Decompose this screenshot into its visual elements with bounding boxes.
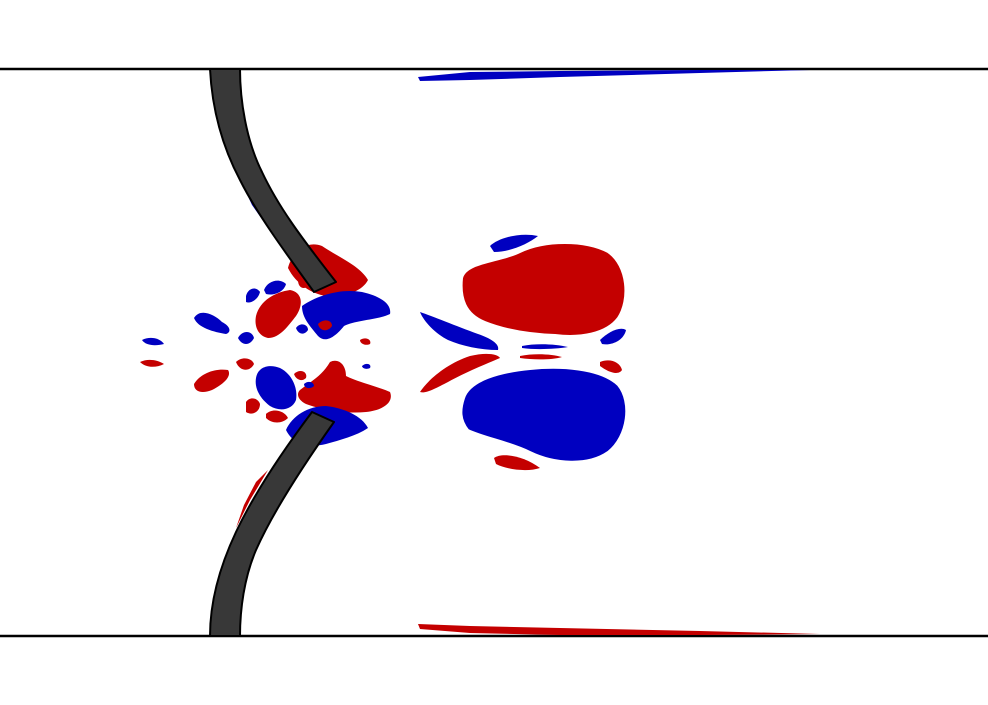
small-red-lower-a bbox=[246, 398, 260, 414]
small-red-lower-c bbox=[294, 371, 307, 381]
jet-shear-red bbox=[420, 353, 500, 393]
bottom-wall-shear-layer bbox=[418, 624, 820, 635]
center-sliver-blue bbox=[522, 344, 568, 350]
vortex-blue-left-lower bbox=[255, 366, 297, 410]
far-blue-left bbox=[194, 312, 230, 334]
tip-vortex-blue-upper bbox=[302, 290, 391, 340]
small-blue-upper-b bbox=[246, 288, 260, 303]
small-vortex-red-bottom bbox=[494, 455, 540, 471]
small-red-upper-b bbox=[318, 320, 332, 331]
small-blue-upper-a bbox=[264, 280, 286, 295]
small-red-mid-left bbox=[236, 358, 254, 370]
center-sliver-red bbox=[520, 354, 562, 360]
vortex-lower-blue bbox=[460, 366, 628, 463]
top-wall-shear-layer bbox=[418, 70, 810, 81]
vortex-upper-red bbox=[460, 242, 627, 337]
tiny-blue-far-left bbox=[142, 337, 164, 346]
upper-leaflet bbox=[209, 68, 337, 293]
small-blue-lower-b bbox=[304, 381, 314, 389]
vortex-red-left-upper bbox=[255, 290, 301, 338]
small-vortex-red-right bbox=[600, 360, 622, 373]
small-vortex-blue-top bbox=[490, 234, 538, 252]
small-red-upper-c bbox=[360, 338, 371, 345]
small-blue-upper-d bbox=[238, 332, 254, 344]
tip-vortex-red-lower bbox=[298, 360, 391, 413]
small-blue-upper-c bbox=[296, 324, 308, 334]
tiny-red-far-left bbox=[140, 359, 164, 367]
lower-leaflet bbox=[209, 411, 335, 637]
small-blue-lower-a bbox=[362, 363, 371, 369]
far-red-left bbox=[194, 369, 230, 392]
jet-shear-blue bbox=[420, 312, 499, 350]
small-red-lower-b bbox=[266, 410, 288, 423]
small-vortex-blue-right bbox=[600, 328, 626, 345]
